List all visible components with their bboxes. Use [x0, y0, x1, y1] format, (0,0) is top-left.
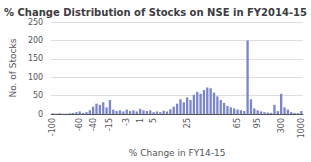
svg-text:150: 150	[28, 54, 43, 63]
svg-text:200: 200	[28, 36, 43, 45]
svg-text:300: 300	[277, 118, 286, 133]
svg-text:1: 1	[136, 118, 145, 123]
svg-text:25: 25	[183, 118, 192, 128]
svg-text:-3: -3	[122, 118, 131, 126]
svg-text:50: 50	[33, 91, 43, 100]
svg-text:1000: 1000	[297, 118, 306, 138]
svg-text:No. of Stocks: No. of Stocks	[8, 38, 18, 97]
svg-text:5: 5	[149, 118, 158, 123]
svg-text:-40: -40	[89, 118, 98, 131]
svg-text:250: 250	[28, 18, 43, 27]
svg-text:95: 95	[253, 118, 262, 128]
svg-text:% Change Distribution of Stock: % Change Distribution of Stocks on NSE i…	[4, 7, 307, 18]
svg-text:-100: -100	[48, 118, 57, 136]
svg-text:100: 100	[28, 73, 43, 82]
svg-text:% Change in FY14-15: % Change in FY14-15	[129, 148, 226, 158]
svg-text:-15: -15	[105, 118, 114, 131]
svg-text:0: 0	[38, 110, 43, 119]
svg-text:-60: -60	[75, 118, 84, 131]
svg-text:65: 65	[233, 118, 242, 128]
